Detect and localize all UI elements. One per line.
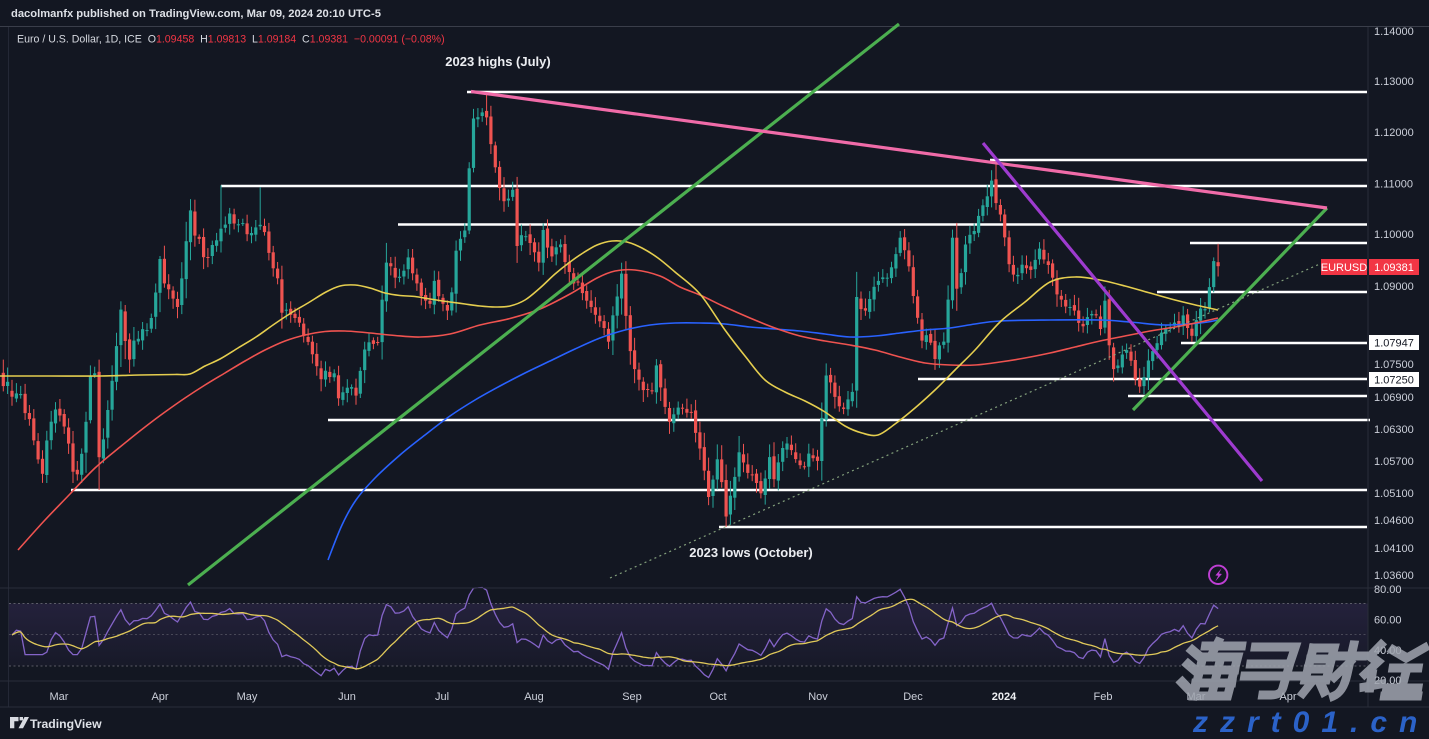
svg-text:1.13000: 1.13000 — [1374, 76, 1414, 88]
svg-text:1.06300: 1.06300 — [1374, 424, 1414, 436]
svg-text:1.07250: 1.07250 — [1374, 375, 1414, 387]
svg-text:Mar: Mar — [50, 691, 69, 703]
svg-text:Oct: Oct — [709, 691, 726, 703]
svg-text:EURUSD: EURUSD — [1321, 262, 1368, 274]
svg-text:1.04100: 1.04100 — [1374, 543, 1414, 555]
svg-text:Apr: Apr — [151, 691, 168, 703]
svg-text:1.07500: 1.07500 — [1374, 359, 1414, 371]
svg-text:zzrt01.cn: zzrt01.cn — [1192, 706, 1429, 739]
svg-text:Feb: Feb — [1094, 691, 1113, 703]
svg-text:1.04600: 1.04600 — [1374, 515, 1414, 527]
svg-text:1.14000: 1.14000 — [1374, 26, 1414, 38]
svg-text:dacolmanfx published on Tradin: dacolmanfx published on TradingView.com,… — [11, 8, 381, 20]
svg-text:2024: 2024 — [992, 691, 1017, 703]
svg-text:Jul: Jul — [435, 691, 449, 703]
svg-text:Sep: Sep — [622, 691, 642, 703]
svg-text:1.12000: 1.12000 — [1374, 127, 1414, 139]
svg-text:60.00: 60.00 — [1374, 615, 1402, 627]
svg-text:1.05100: 1.05100 — [1374, 488, 1414, 500]
svg-text:1.09381: 1.09381 — [1374, 262, 1414, 274]
svg-text:1.11000: 1.11000 — [1374, 179, 1413, 191]
svg-text:Jun: Jun — [338, 691, 356, 703]
svg-text:Euro / U.S. Dollar, 1D, ICE O: Euro / U.S. Dollar, 1D, ICE O1.09458 H1.… — [17, 34, 445, 46]
svg-text:80.00: 80.00 — [1374, 584, 1402, 596]
svg-text:1.05700: 1.05700 — [1374, 456, 1414, 468]
svg-text:Nov: Nov — [808, 691, 828, 703]
svg-text:1.09000: 1.09000 — [1374, 281, 1414, 293]
svg-text:1.07947: 1.07947 — [1374, 338, 1414, 350]
svg-text:1.03600: 1.03600 — [1374, 570, 1414, 582]
svg-text:Aug: Aug — [524, 691, 544, 703]
svg-text:1.10000: 1.10000 — [1374, 229, 1414, 241]
svg-text:Dec: Dec — [903, 691, 923, 703]
svg-text:May: May — [237, 691, 258, 703]
svg-text:2023 highs (July): 2023 highs (July) — [445, 54, 550, 69]
svg-text:1.06900: 1.06900 — [1374, 392, 1414, 404]
svg-text:TradingView: TradingView — [30, 717, 102, 731]
svg-text:2023 lows (October): 2023 lows (October) — [689, 545, 813, 560]
